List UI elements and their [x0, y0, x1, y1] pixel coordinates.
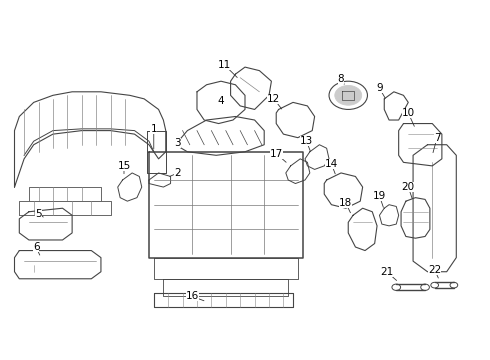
- Text: 19: 19: [373, 191, 386, 201]
- Text: 6: 6: [33, 242, 39, 252]
- Text: 12: 12: [267, 94, 280, 104]
- Text: 22: 22: [428, 265, 441, 275]
- Text: 5: 5: [35, 208, 42, 219]
- Text: 21: 21: [380, 267, 393, 277]
- Text: 18: 18: [339, 198, 352, 208]
- Text: 9: 9: [376, 83, 383, 93]
- Text: 1: 1: [150, 124, 157, 134]
- Text: 2: 2: [174, 168, 181, 178]
- Text: 15: 15: [118, 161, 131, 171]
- Text: 10: 10: [402, 108, 415, 118]
- Circle shape: [335, 85, 362, 105]
- Text: 16: 16: [186, 292, 199, 301]
- Text: 17: 17: [270, 149, 283, 158]
- Text: 20: 20: [402, 182, 415, 192]
- Text: 13: 13: [300, 136, 313, 146]
- Text: 14: 14: [325, 159, 338, 169]
- Text: 4: 4: [218, 96, 224, 105]
- Text: 7: 7: [434, 133, 441, 143]
- Text: 11: 11: [218, 60, 231, 70]
- Text: 3: 3: [174, 138, 181, 148]
- Text: 8: 8: [338, 75, 344, 85]
